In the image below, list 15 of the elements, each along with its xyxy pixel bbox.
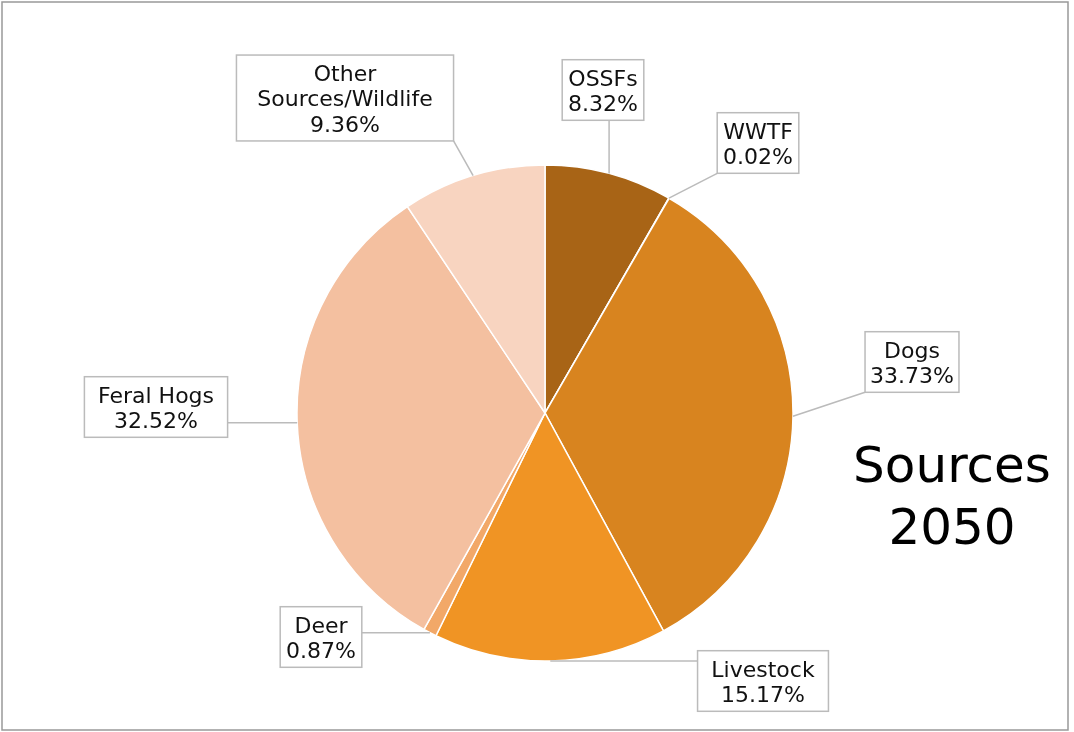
slice-label: Dogs — [884, 337, 940, 363]
data-label: 0.02% — [723, 143, 793, 169]
data-label: 33.73% — [870, 362, 954, 388]
data-label: 8.32% — [568, 90, 638, 116]
data-label: 9.36% — [310, 111, 380, 137]
slice-label: Deer — [294, 612, 349, 638]
data-label: 32.52% — [114, 407, 198, 433]
slice-label: WWTF — [723, 118, 793, 144]
data-label: 15.17% — [721, 681, 805, 707]
slice-label: Other Sources/Wildlife — [257, 60, 433, 112]
slice-label: OSSFs — [568, 65, 638, 91]
slice-label: Feral Hogs — [97, 382, 215, 408]
text: Sources 2050 — [853, 436, 1051, 556]
data-label: 0.87% — [286, 637, 356, 663]
slice-label: Livestock — [711, 656, 815, 682]
